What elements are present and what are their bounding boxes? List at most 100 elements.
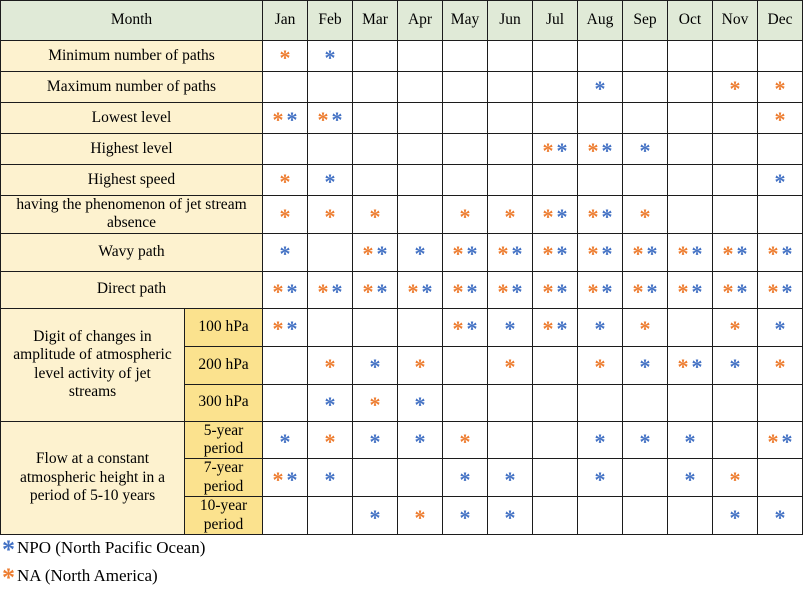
na-asterisk-icon: * <box>774 354 786 380</box>
month-cell <box>532 458 578 498</box>
month-cell <box>532 40 578 72</box>
month-cell: * * <box>262 270 308 309</box>
na-asterisk-icon: * <box>632 278 644 304</box>
month-cell: * <box>622 307 668 347</box>
month-cell <box>712 420 758 460</box>
table-row: 200 hPa * * * * * * * * * * <box>1 345 803 385</box>
month-cell: * <box>622 345 668 385</box>
npo-asterisk-icon: * <box>601 241 613 267</box>
na-asterisk-icon: * <box>369 391 381 417</box>
month-header-may: May <box>442 0 488 41</box>
na-asterisk-icon: * <box>272 278 284 304</box>
month-cell <box>532 345 578 385</box>
month-cell: * <box>262 195 308 234</box>
month-cell: * <box>712 458 758 498</box>
table-row: 300 hPa * * * <box>1 383 803 422</box>
month-cell: * * <box>487 232 533 272</box>
month-cell <box>352 307 398 347</box>
month-cell: * * <box>532 133 578 165</box>
month-cell: * <box>442 195 488 234</box>
month-cell: * * <box>532 195 578 234</box>
month-cell <box>487 40 533 72</box>
month-cell <box>667 383 713 422</box>
npo-asterisk-icon: * <box>414 391 426 417</box>
na-asterisk-icon: * <box>587 203 599 229</box>
month-cell <box>442 71 488 103</box>
group-label: Flow at a constant atmospheric height in… <box>0 420 185 536</box>
npo-asterisk-icon: * <box>729 354 741 380</box>
na-asterisk-icon: * <box>767 241 779 267</box>
row-label: Maximum number of paths <box>0 71 263 103</box>
legend: * NPO (North Pacific Ocean) * NA (North Am… <box>0 535 803 593</box>
month-cell <box>397 133 443 165</box>
legend-text-npo: NPO (North Pacific Ocean) <box>17 538 206 558</box>
month-cell: * * <box>352 232 398 272</box>
npo-asterisk-icon: * <box>774 504 786 530</box>
month-cell: * <box>487 307 533 347</box>
month-cell <box>532 420 578 460</box>
month-cell: * <box>262 232 308 272</box>
npo-asterisk-icon: * <box>286 316 298 342</box>
row-label: Wavy path <box>0 232 263 272</box>
na-asterisk-icon: * <box>587 278 599 304</box>
na-asterisk-icon: * <box>767 278 779 304</box>
month-cell: * <box>307 164 353 196</box>
month-cell: * <box>397 345 443 385</box>
npo-asterisk-icon: * <box>504 504 516 530</box>
na-asterisk-icon: * <box>324 429 336 455</box>
npo-asterisk-icon: * <box>504 466 516 492</box>
na-asterisk-icon: * <box>729 76 741 102</box>
na-asterisk-icon: * <box>594 354 606 380</box>
npo-asterisk-icon: * <box>556 203 568 229</box>
month-cell: * * <box>712 270 758 309</box>
month-cell <box>577 164 623 196</box>
table-row: Lowest level * * * * * <box>0 102 803 134</box>
month-cell: * * <box>487 270 533 309</box>
npo-asterisk-icon: * <box>774 169 786 195</box>
npo-asterisk-icon: * <box>639 354 651 380</box>
na-asterisk-icon: * <box>639 203 651 229</box>
month-cell <box>577 40 623 72</box>
row-label: having the phenomenon of jet stream abse… <box>0 195 263 234</box>
na-asterisk-icon: * <box>452 316 464 342</box>
month-cell: * <box>622 133 668 165</box>
month-cell <box>622 496 668 536</box>
month-cell <box>532 164 578 196</box>
na-asterisk-icon: * <box>774 76 786 102</box>
month-cell <box>622 383 668 422</box>
month-cell <box>622 458 668 498</box>
month-cell <box>667 195 713 234</box>
npo-asterisk-icon: * <box>459 466 471 492</box>
month-cell <box>667 133 713 165</box>
na-asterisk-icon: * <box>407 278 419 304</box>
month-cell <box>307 133 353 165</box>
npo-asterisk-icon: * <box>504 316 516 342</box>
table-row: Flow at a constant atmospheric height in… <box>0 420 803 536</box>
month-cell: * <box>397 496 443 536</box>
na-asterisk-icon: * <box>459 429 471 455</box>
month-cell <box>352 164 398 196</box>
na-asterisk-icon: * <box>504 354 516 380</box>
month-cell <box>307 71 353 103</box>
month-cell: * * <box>577 270 623 309</box>
month-cell <box>307 232 353 272</box>
table-row: Highest speed * * * <box>0 164 803 196</box>
npo-asterisk-icon: * <box>331 107 343 133</box>
header-row: Month Jan Feb Mar Apr May Jun Jul Aug Sep Oct Nov De… <box>0 0 803 41</box>
month-cell <box>712 383 758 422</box>
na-asterisk-icon: * <box>774 107 786 133</box>
month-cell: * <box>712 496 758 536</box>
month-cell: * <box>757 345 803 385</box>
month-cell <box>397 458 443 498</box>
npo-asterisk-icon: * <box>511 278 523 304</box>
month-cell <box>712 195 758 234</box>
npo-asterisk-icon: * <box>684 466 696 492</box>
npo-asterisk-icon: * <box>691 278 703 304</box>
npo-asterisk-icon: * <box>781 429 793 455</box>
npo-asterisk-icon: * <box>286 466 298 492</box>
month-cell: * * <box>622 270 668 309</box>
month-cell: * <box>487 496 533 536</box>
month-cell: * <box>442 458 488 498</box>
table-row: Digit of changes in amplitude of atmosph… <box>0 307 803 422</box>
month-cell: * <box>712 307 758 347</box>
